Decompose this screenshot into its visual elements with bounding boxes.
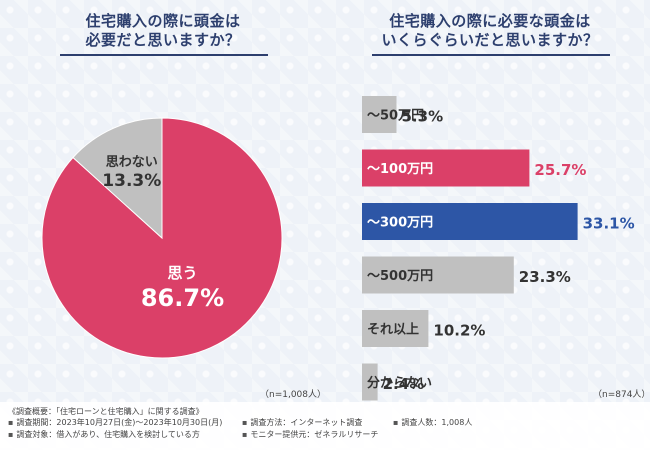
survey-overview: 《調査概要：「住宅ローンと住宅購入」に関する調査》 xyxy=(8,407,204,416)
survey-period: 調査期間：2023年10月27日(金)～2023年10月30日(月) xyxy=(8,417,222,428)
survey-footer: 《調査概要：「住宅ローンと住宅購入」に関する調査》 調査期間：2023年10月2… xyxy=(0,402,650,450)
survey-provider: モニター提供元：ゼネラルリサーチ xyxy=(242,429,378,440)
bar-0 xyxy=(362,96,397,133)
bar-chart-title: 住宅購入の際に必要な頭金は いくらぐらいだと思いますか？ xyxy=(355,12,625,50)
bar-label-4: それ以上 xyxy=(367,323,419,338)
pie-title-line-1: 住宅購入の際に頭金は xyxy=(85,12,241,30)
pie-title-underline xyxy=(60,54,268,56)
survey-count: 調査人数：1,008人 xyxy=(393,417,472,428)
bar-label-5: 分からない xyxy=(367,375,432,391)
bar-5 xyxy=(362,363,378,401)
bar-label-2: ～300万円 xyxy=(367,216,433,231)
pie-slice-value-1: 13.3% xyxy=(102,171,161,191)
survey-target: 調査対象：借入があり、住宅購入を検討している方 xyxy=(8,429,199,440)
bar-title-line-2: いくらぐらいだと思いますか？ xyxy=(381,31,599,49)
bar-3 xyxy=(362,256,514,294)
pie-sample-size: （n=1,008人） xyxy=(260,390,327,400)
bar-label-0: ～50万円 xyxy=(367,109,424,124)
bar-title-underline xyxy=(372,54,610,56)
pie-slice-label-0: 思う xyxy=(167,264,197,282)
bar-2 xyxy=(362,203,578,240)
bar-label-1: ～100万円 xyxy=(367,162,433,177)
bar-value-0: 5.3% xyxy=(402,108,444,126)
bar-title-line-1: 住宅購入の際に必要な頭金は xyxy=(389,12,591,30)
bar-4 xyxy=(362,310,429,347)
bar-value-1: 25.7% xyxy=(534,161,586,179)
pie-slice-value-0: 86.7% xyxy=(141,284,224,312)
bar-sample-size: （n=874人） xyxy=(593,390,650,400)
bar-value-5: 2.4% xyxy=(383,375,425,393)
bar-1 xyxy=(362,149,530,187)
bar-value-3: 23.3% xyxy=(519,268,571,286)
survey-method: 調査方法：インターネット調査 xyxy=(242,417,362,428)
pie-title-line-2: 必要だと思いますか？ xyxy=(85,31,241,49)
pie-slice-label-1: 思わない xyxy=(106,155,158,170)
bar-label-3: ～500万円 xyxy=(367,269,433,284)
bar-value-4: 10.2% xyxy=(433,322,485,340)
bar-value-2: 33.1% xyxy=(583,215,635,233)
pie-chart-title: 住宅購入の際に頭金は 必要だと思いますか？ xyxy=(28,12,298,50)
pie-slice-1 xyxy=(72,117,163,240)
